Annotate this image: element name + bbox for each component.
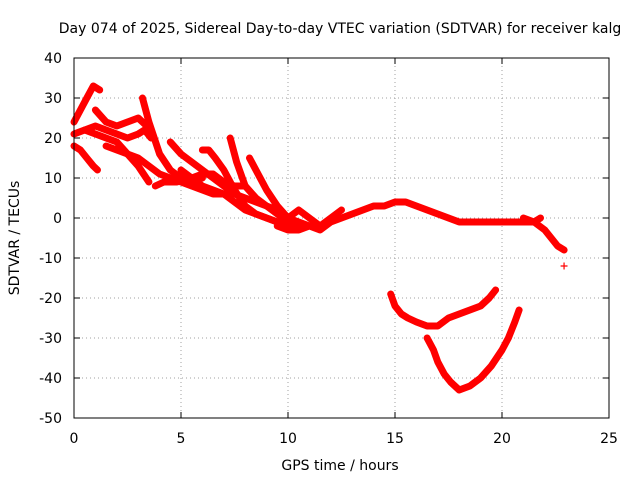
series-trace-3 xyxy=(70,142,101,174)
y-tick-label: -20 xyxy=(39,291,62,307)
x-tick-label: 0 xyxy=(70,431,79,447)
y-tick-label: 30 xyxy=(44,91,62,107)
series-trace-16 xyxy=(387,286,500,330)
outlier-point xyxy=(560,262,568,270)
series-trace-18 xyxy=(519,214,544,226)
x-tick-label: 15 xyxy=(386,431,404,447)
chart-title: Day 074 of 2025, Sidereal Day-to-day VTE… xyxy=(59,21,621,37)
y-tick-label: -10 xyxy=(39,251,62,267)
y-tick-label: 40 xyxy=(44,51,62,67)
x-tick-label: 5 xyxy=(177,431,186,447)
x-tick-label: 10 xyxy=(279,431,297,447)
plot-frame xyxy=(73,57,610,419)
y-tick-label: -50 xyxy=(39,411,62,427)
y-tick-label: -40 xyxy=(39,371,62,387)
y-tick-label: -30 xyxy=(39,331,62,347)
data-traces xyxy=(70,82,568,394)
y-tick-label: 10 xyxy=(44,171,62,187)
x-tick-label: 20 xyxy=(493,431,511,447)
series-trace-1 xyxy=(70,82,104,126)
series-trace-13 xyxy=(246,154,313,230)
series-trace-11 xyxy=(198,146,303,230)
x-axis-label: GPS time / hours xyxy=(281,458,398,474)
series-trace-4 xyxy=(91,106,151,130)
axis-ticks: 0 5 10 15 20 25 40 30 20 10 0 -10 -20 -30 -40 -50 xyxy=(39,51,618,447)
grid-lines xyxy=(74,58,609,418)
y-axis-label: SDTVAR / TECUs xyxy=(7,181,23,296)
series-trace-17 xyxy=(423,306,523,394)
y-tick-label: 20 xyxy=(44,131,62,147)
x-tick-label: 25 xyxy=(600,431,618,447)
y-tick-label: 0 xyxy=(53,211,62,227)
series-trace-15 xyxy=(284,206,345,230)
series-trace-6 xyxy=(81,126,153,186)
